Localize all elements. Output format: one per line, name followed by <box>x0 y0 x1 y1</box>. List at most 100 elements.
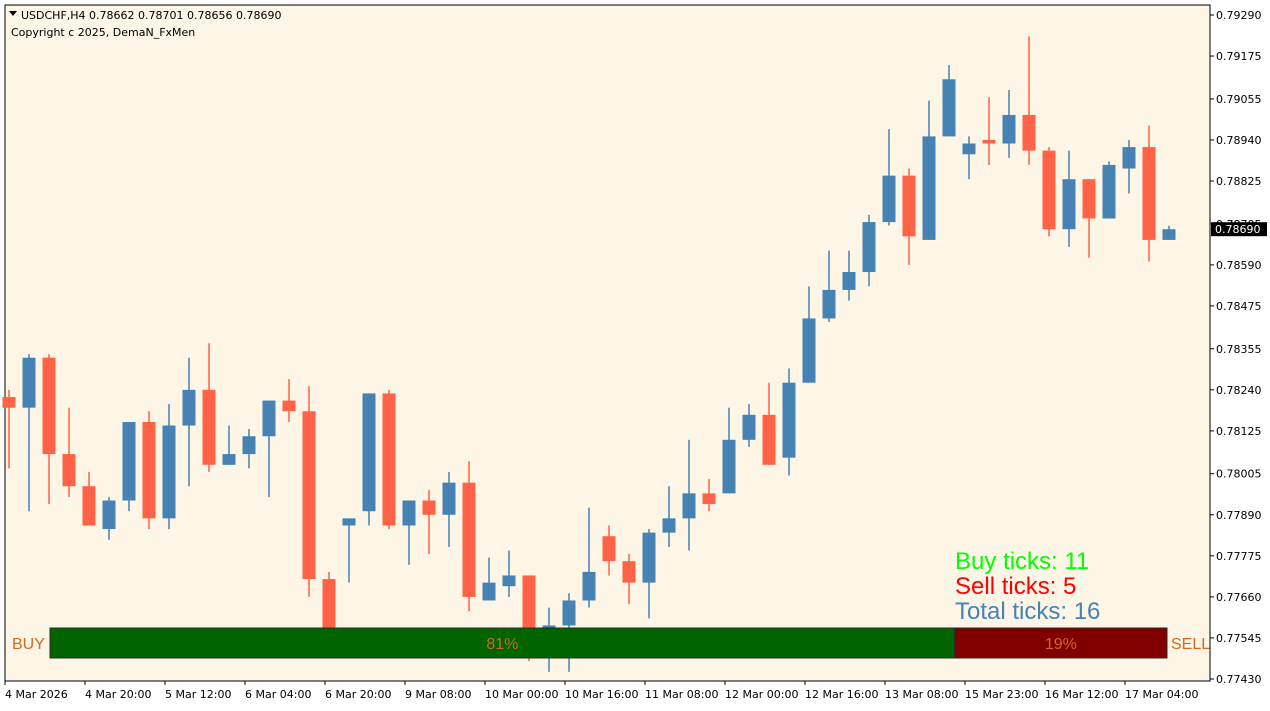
candle <box>602 525 616 576</box>
time-tick-label: 15 Mar 23:00 <box>965 688 1038 701</box>
candle <box>362 393 376 526</box>
current-price-box <box>1211 222 1267 237</box>
price-tick-label: 0.77545 <box>1216 632 1262 645</box>
candle <box>402 500 416 565</box>
candles-layer <box>2 36 1176 672</box>
candle <box>642 529 656 619</box>
candle-body <box>142 421 156 519</box>
candle <box>1042 147 1056 237</box>
candle <box>182 357 196 487</box>
candle <box>802 286 816 383</box>
price-tick-label: 0.78825 <box>1216 175 1262 188</box>
candle <box>1002 89 1016 158</box>
candle <box>2 389 16 469</box>
candle-body <box>302 411 316 580</box>
price-axis[interactable]: 0.792900.791750.790550.789400.788250.787… <box>1210 9 1262 686</box>
candle-body <box>1042 150 1056 230</box>
price-tick-label: 0.78475 <box>1216 300 1262 313</box>
candle-body <box>222 454 236 465</box>
time-tick-label: 9 Mar 08:00 <box>405 688 471 701</box>
candle <box>702 479 716 512</box>
candle <box>342 518 356 583</box>
candle <box>282 379 296 422</box>
current-price-label: 0.78690 <box>1215 223 1261 236</box>
time-tick-label: 11 Mar 08:00 <box>645 688 718 701</box>
candle <box>962 136 976 180</box>
dropdown-triangle-icon[interactable] <box>9 11 17 16</box>
candle-body <box>922 136 936 240</box>
time-axis[interactable]: 4 Mar 2026 4 Mar 20:00 5 Mar 12:00 6 Mar 04… <box>4 681 1198 701</box>
price-tick-label: 0.79290 <box>1216 9 1262 22</box>
candle-body <box>682 493 696 519</box>
candle <box>882 129 896 226</box>
candle-body <box>162 425 176 519</box>
candle <box>162 404 176 530</box>
candle <box>382 389 396 530</box>
candle <box>482 557 496 601</box>
candle <box>762 382 776 465</box>
time-tick-label: 6 Mar 04:00 <box>245 688 311 701</box>
candle <box>842 250 856 301</box>
price-tick-label: 0.77890 <box>1216 509 1262 522</box>
candle-body <box>442 482 456 515</box>
sell-label: SELL <box>1171 636 1210 653</box>
candle-body <box>1062 179 1076 230</box>
candle <box>122 421 136 512</box>
price-tick-label: 0.77430 <box>1216 673 1262 686</box>
candle <box>662 486 676 547</box>
candle <box>82 471 96 526</box>
candle-body <box>82 486 96 526</box>
buy-ratio-fill <box>49 627 956 659</box>
candle-body <box>662 518 676 533</box>
candle-body <box>1162 229 1176 240</box>
time-tick-label: 10 Mar 16:00 <box>565 688 638 701</box>
candle-body <box>382 393 396 526</box>
candle-body <box>642 532 656 583</box>
candle-body <box>462 482 476 597</box>
candle-body <box>322 579 336 644</box>
price-tick-label: 0.77660 <box>1216 591 1262 604</box>
candle <box>222 425 236 465</box>
buy-ticks-stat: Buy ticks: 11 <box>955 548 1089 575</box>
candle <box>1142 125 1156 262</box>
candle-body <box>782 382 796 458</box>
time-tick-label: 6 Mar 20:00 <box>325 688 391 701</box>
candle <box>102 496 116 540</box>
candle-body <box>742 414 756 440</box>
candle-body <box>882 175 896 223</box>
total-ticks-stat: Total ticks: 16 <box>955 598 1100 625</box>
copyright-text: Copyright c 2025, DemaN_FxMen <box>11 26 195 39</box>
candle <box>582 507 596 608</box>
price-tick-label: 0.78940 <box>1216 134 1262 147</box>
candle <box>902 168 916 265</box>
chart-header: USDCHF,H4 0.78662 0.78701 0.78656 0.7869… <box>9 9 282 39</box>
candle-body <box>282 400 296 412</box>
candle-body <box>562 600 576 626</box>
candle <box>42 354 56 505</box>
candle-body <box>842 272 856 290</box>
candle-body <box>962 143 976 155</box>
candle <box>22 354 36 512</box>
price-tick-label: 0.77775 <box>1216 550 1262 563</box>
candle <box>1082 179 1096 258</box>
candle-body <box>1022 114 1036 151</box>
candle-body <box>1082 179 1096 219</box>
candle <box>862 214 876 287</box>
price-tick-label: 0.79055 <box>1216 93 1262 106</box>
candle-body <box>482 582 496 601</box>
candle <box>1162 225 1176 240</box>
candle <box>462 461 476 612</box>
time-tick-label: 16 Mar 12:00 <box>1045 688 1118 701</box>
tick-stats: Buy ticks: 11 Sell ticks: 5 Total ticks:… <box>955 548 1100 625</box>
candle <box>1022 36 1036 165</box>
price-tick-label: 0.78240 <box>1216 384 1262 397</box>
time-tick-label: 5 Mar 12:00 <box>165 688 231 701</box>
candle <box>822 250 836 323</box>
candle <box>1122 139 1136 194</box>
candle <box>722 407 736 494</box>
time-tick-label: 12 Mar 16:00 <box>805 688 878 701</box>
candle-body <box>102 500 116 530</box>
buy-percent: 81% <box>486 636 518 653</box>
candle-body <box>1002 114 1016 144</box>
